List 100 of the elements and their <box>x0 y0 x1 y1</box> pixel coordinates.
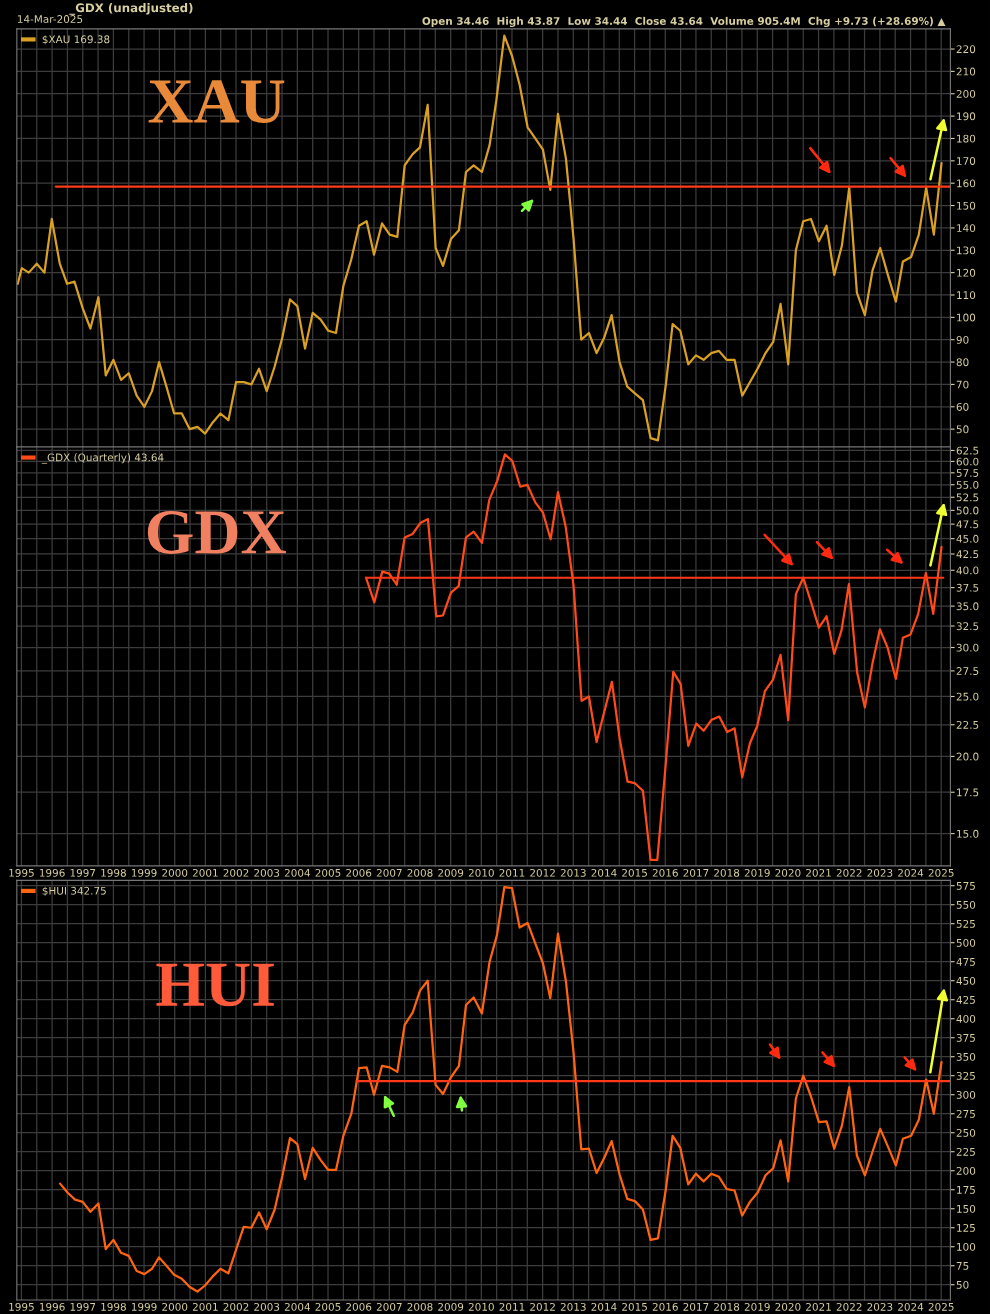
x-tick-label: 2000 <box>162 1302 188 1311</box>
x-tick-label: 2020 <box>775 868 801 877</box>
x-tick-label: 2003 <box>254 868 280 877</box>
x-tick-label: 2006 <box>346 1302 372 1311</box>
y-tick-label: 70 <box>956 380 969 389</box>
x-tick-label: 2012 <box>530 1302 555 1311</box>
x-tick-label: 2005 <box>315 1302 341 1311</box>
x-tick-label: 2005 <box>315 868 341 877</box>
x-tick-label: 1999 <box>131 868 157 877</box>
x-tick-label: 1996 <box>39 1302 65 1311</box>
x-tick-label: 2017 <box>683 868 709 877</box>
y-tick-label: 25.0 <box>956 692 979 701</box>
x-tick-label: 2025 <box>928 1302 954 1311</box>
y-tick-label: 180 <box>957 134 976 143</box>
x-tick-label: 2023 <box>867 1302 893 1311</box>
y-tick-label: 50.0 <box>956 506 979 515</box>
y-tick-label: 90 <box>956 335 969 344</box>
x-tick-label: 2008 <box>407 1302 433 1311</box>
x-tick-label: 2004 <box>284 1302 311 1311</box>
y-tick-label: 150 <box>957 201 976 210</box>
x-tick-label: 2014 <box>591 868 617 877</box>
x-tick-label: 1998 <box>101 868 126 877</box>
y-tick-label: 120 <box>957 268 976 277</box>
x-tick-label: 2018 <box>714 1302 740 1311</box>
y-tick-label: 20.0 <box>956 752 979 761</box>
y-tick-label: 50 <box>956 425 969 434</box>
x-tick-label: 2006 <box>346 868 372 877</box>
y-tick-label: 130 <box>957 246 976 255</box>
y-tick-label: 300 <box>956 1090 976 1099</box>
y-tick-label: 400 <box>956 1014 976 1023</box>
y-tick-label: 110 <box>957 291 976 300</box>
y-tick-label: 160 <box>957 179 976 188</box>
y-tick-label: 55.0 <box>956 480 979 489</box>
x-tick-label: 2010 <box>468 868 494 877</box>
y-tick-label: 37.5 <box>956 583 979 592</box>
x-tick-label: 2004 <box>284 868 311 877</box>
x-tick-label: 2011 <box>499 868 525 877</box>
y-tick-label: 575 <box>956 882 975 890</box>
y-tick-label: 500 <box>956 938 976 947</box>
y-tick-label: 475 <box>956 958 975 966</box>
y-tick-label: 30.0 <box>956 643 979 652</box>
x-tick-label: 2020 <box>775 1302 801 1311</box>
y-tick-label: 325 <box>956 1071 975 1080</box>
x-tick-label: 1998 <box>101 1302 126 1311</box>
x-tick-label: 1995 <box>9 868 34 877</box>
x-tick-label: 2024 <box>898 1302 924 1311</box>
x-tick-label: 2015 <box>622 1302 647 1311</box>
y-tick-label: 100 <box>957 1242 976 1251</box>
x-tick-label: 2007 <box>376 868 402 877</box>
x-tick-label: 2019 <box>744 1302 770 1311</box>
y-tick-label: 60.0 <box>956 457 979 466</box>
y-tick-label: 220 <box>956 45 976 54</box>
y-tick-label: 170 <box>957 157 976 165</box>
x-tick-label: 2016 <box>652 1302 678 1311</box>
x-tick-label: 2007 <box>376 1302 402 1311</box>
y-tick-label: 550 <box>956 900 976 909</box>
x-tick-label: 1997 <box>70 1302 96 1311</box>
x-tick-label: 2009 <box>438 1302 464 1311</box>
x-tick-label: 2014 <box>591 1302 617 1311</box>
y-tick-label: 80 <box>956 358 969 367</box>
x-tick-label: 1997 <box>70 868 96 877</box>
y-tick-label: 47.5 <box>956 520 979 529</box>
y-tick-label: 210 <box>956 67 976 76</box>
x-tick-label: 2023 <box>867 868 893 877</box>
y-tick-label: 40.0 <box>956 566 979 575</box>
x-tick-label: 2008 <box>407 868 433 877</box>
y-tick-label: 50 <box>956 1280 969 1289</box>
y-tick-label: 275 <box>956 1109 975 1118</box>
x-tick-label: 2016 <box>652 868 678 877</box>
y-tick-label: 27.5 <box>956 667 979 675</box>
y-tick-label: 200 <box>956 89 976 98</box>
y-tick-label: 35.0 <box>956 602 979 611</box>
y-tick-label: 225 <box>956 1147 975 1156</box>
x-tick-label: 2024 <box>898 868 924 877</box>
x-tick-label: 2021 <box>806 1302 831 1311</box>
x-tick-label: 2002 <box>223 1302 249 1311</box>
y-tick-label: 140 <box>957 224 976 233</box>
x-tick-label: 2013 <box>560 868 586 877</box>
x-tick-label: 2025 <box>928 868 954 877</box>
annotation: XAU <box>148 80 285 124</box>
x-tick-label: 2022 <box>836 868 862 877</box>
y-tick-label: 175 <box>957 1186 975 1194</box>
y-tick-label: 100 <box>957 313 976 322</box>
y-tick-label: 42.5 <box>956 550 979 559</box>
y-tick-label: 15.0 <box>957 829 979 838</box>
y-tick-label: 250 <box>956 1128 976 1137</box>
x-tick-label: 2017 <box>683 1302 709 1311</box>
y-tick-label: 57.5 <box>956 469 979 477</box>
x-tick-label: 2001 <box>192 1302 218 1311</box>
x-tick-label: 2009 <box>438 868 464 877</box>
y-tick-label: 62.5 <box>956 446 979 455</box>
x-tick-label: 2010 <box>468 1302 494 1311</box>
y-tick-label: 32.5 <box>956 622 979 631</box>
legend-label: _GDX (Quarterly) 43.64 <box>41 453 164 464</box>
annotation: GDX <box>147 510 286 554</box>
x-tick-label: 2012 <box>530 868 555 877</box>
x-tick-label: 2015 <box>622 868 647 877</box>
x-tick-label: 2001 <box>192 868 218 877</box>
x-tick-label: 2000 <box>162 868 188 877</box>
x-tick-label: 1996 <box>39 868 65 877</box>
